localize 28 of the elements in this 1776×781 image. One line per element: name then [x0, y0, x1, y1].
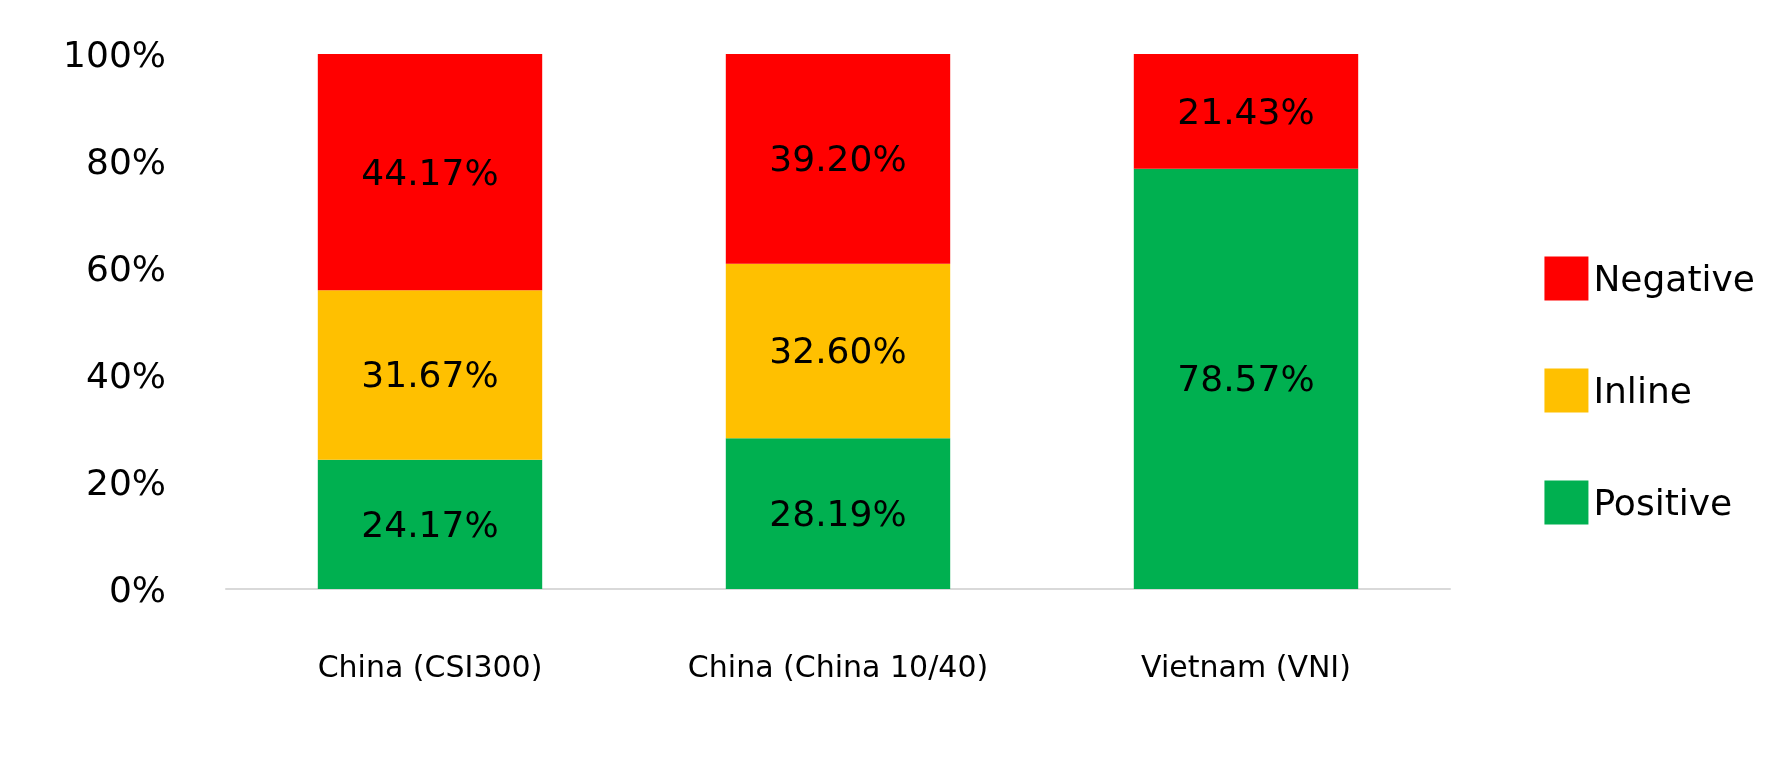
data-label: 44.17% — [361, 151, 499, 193]
y-tick-label: 0% — [108, 568, 166, 610]
bar — [317, 459, 543, 589]
x-tick-label: Vietnam (VNI) — [1141, 648, 1351, 684]
data-label: 31.67% — [361, 354, 499, 396]
y-tick-label: 60% — [85, 247, 166, 289]
bar — [317, 54, 543, 291]
legend-label: Inline — [1593, 370, 1692, 411]
y-tick-label: 80% — [85, 140, 166, 182]
data-label: 32.60% — [769, 330, 907, 372]
bar — [317, 290, 543, 460]
legend-label: Negative — [1593, 258, 1755, 299]
data-label: 78.57% — [1177, 358, 1315, 400]
y-tick-label: 100% — [63, 33, 166, 75]
data-label: 39.20% — [769, 138, 907, 180]
y-tick-label: 20% — [85, 461, 166, 503]
x-tick-label: China (China 10/40) — [687, 648, 989, 684]
data-label: 28.19% — [769, 493, 907, 535]
bar — [725, 54, 951, 264]
legend-label: Positive — [1593, 482, 1733, 523]
data-label: 21.43% — [1177, 90, 1315, 132]
bar — [1133, 168, 1359, 589]
bar — [725, 438, 951, 589]
x-tick-label: China (CSI300) — [317, 648, 543, 684]
data-label: 24.17% — [361, 503, 499, 545]
bar — [1133, 54, 1359, 169]
bar — [725, 263, 951, 439]
y-tick-label: 40% — [85, 354, 166, 396]
